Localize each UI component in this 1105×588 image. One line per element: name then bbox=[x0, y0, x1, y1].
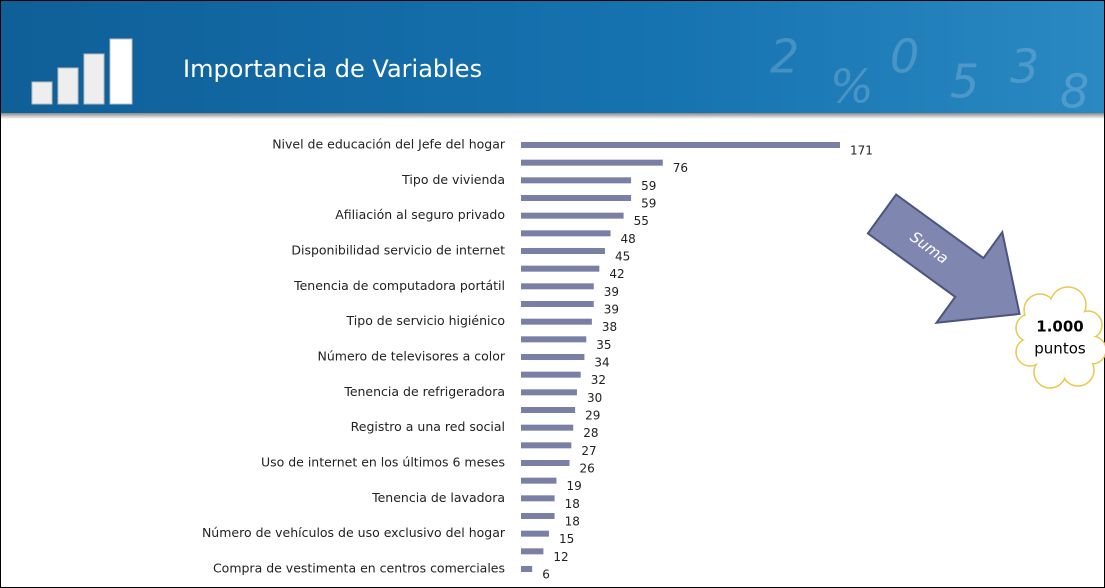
bar bbox=[521, 301, 594, 307]
svg-text:8: 8 bbox=[1060, 65, 1089, 119]
category-label: Tenencia de lavadora bbox=[371, 490, 505, 505]
header-shadow bbox=[1, 113, 1104, 119]
category-label: Compra de vestimenta en centros comercia… bbox=[213, 561, 505, 576]
category-label: Número de vehículos de uso exclusivo del… bbox=[202, 525, 506, 540]
cloud-number: 1.000 bbox=[1036, 318, 1083, 336]
logo-icon bbox=[31, 38, 133, 105]
bar bbox=[521, 230, 611, 237]
category-label: Número de televisores a color bbox=[318, 349, 506, 364]
value-label: 26 bbox=[580, 462, 595, 476]
category-label: Tipo de servicio higiénico bbox=[346, 313, 505, 328]
bar bbox=[521, 336, 587, 343]
value-label: 12 bbox=[553, 550, 568, 564]
value-label: 42 bbox=[609, 267, 624, 281]
value-label: 30 bbox=[587, 391, 602, 405]
svg-text:2: 2 bbox=[770, 30, 799, 84]
header-decoration: 2% 0 5 3 8 bbox=[770, 30, 1089, 119]
bar bbox=[521, 530, 549, 537]
bar bbox=[521, 354, 585, 360]
bar bbox=[521, 424, 574, 431]
value-label: 59 bbox=[641, 179, 656, 193]
value-label: 15 bbox=[559, 532, 574, 546]
value-label: 38 bbox=[602, 320, 617, 334]
value-label: 76 bbox=[673, 161, 688, 175]
svg-text:0: 0 bbox=[890, 30, 919, 84]
bar bbox=[521, 407, 576, 413]
bar bbox=[521, 460, 570, 466]
category-label: Afiliación al seguro privado bbox=[335, 207, 505, 222]
svg-text:3: 3 bbox=[1010, 40, 1039, 94]
value-label: 171 bbox=[850, 144, 873, 158]
bar bbox=[521, 283, 594, 290]
bar bbox=[521, 548, 544, 555]
chart-title: Importancia de Variables bbox=[183, 55, 482, 83]
svg-text:%: % bbox=[830, 60, 874, 114]
value-label: 55 bbox=[634, 214, 649, 228]
bar bbox=[521, 318, 592, 325]
value-label: 18 bbox=[565, 497, 580, 511]
value-label: 59 bbox=[641, 197, 656, 211]
value-label: 19 bbox=[566, 479, 581, 493]
value-label: 39 bbox=[604, 303, 619, 317]
value-label: 18 bbox=[565, 515, 580, 529]
bar bbox=[521, 195, 632, 201]
value-label: 29 bbox=[585, 409, 600, 423]
cloud: 1.000 puntos bbox=[1015, 286, 1105, 389]
category-label: Tipo de vivienda bbox=[401, 172, 505, 187]
bar bbox=[521, 248, 605, 254]
category-label: Tenencia de computadora portátil bbox=[293, 278, 505, 293]
bar bbox=[521, 513, 555, 519]
category-label: Nivel de educación del Jefe del hogar bbox=[272, 137, 506, 152]
bar bbox=[521, 177, 632, 184]
category-label: Disponibilidad servicio de internet bbox=[291, 243, 505, 258]
bar bbox=[521, 477, 557, 484]
value-label: 27 bbox=[581, 444, 596, 458]
value-label: 48 bbox=[621, 232, 636, 246]
value-label: 45 bbox=[615, 250, 630, 264]
cloud-unit: puntos bbox=[1034, 340, 1086, 358]
bar bbox=[521, 389, 577, 396]
value-label: 39 bbox=[604, 285, 619, 299]
bar bbox=[521, 566, 533, 572]
bar bbox=[521, 142, 840, 148]
value-label: 28 bbox=[583, 426, 598, 440]
value-label: 6 bbox=[542, 568, 550, 582]
category-label: Registro a una red social bbox=[351, 419, 505, 434]
bar bbox=[521, 371, 581, 378]
category-label: Tenencia de refrigeradora bbox=[343, 384, 505, 399]
bar bbox=[521, 265, 600, 272]
bar bbox=[521, 495, 555, 502]
svg-text:5: 5 bbox=[950, 55, 979, 109]
arrow: Suma bbox=[866, 193, 1021, 325]
bar bbox=[521, 159, 663, 166]
header-band bbox=[1, 1, 1104, 113]
value-label: 35 bbox=[596, 338, 611, 352]
bar bbox=[521, 442, 572, 449]
value-label: 32 bbox=[591, 373, 606, 387]
value-label: 34 bbox=[594, 356, 609, 370]
bar bbox=[521, 212, 624, 219]
category-label: Uso de internet en los últimos 6 meses bbox=[261, 455, 505, 470]
